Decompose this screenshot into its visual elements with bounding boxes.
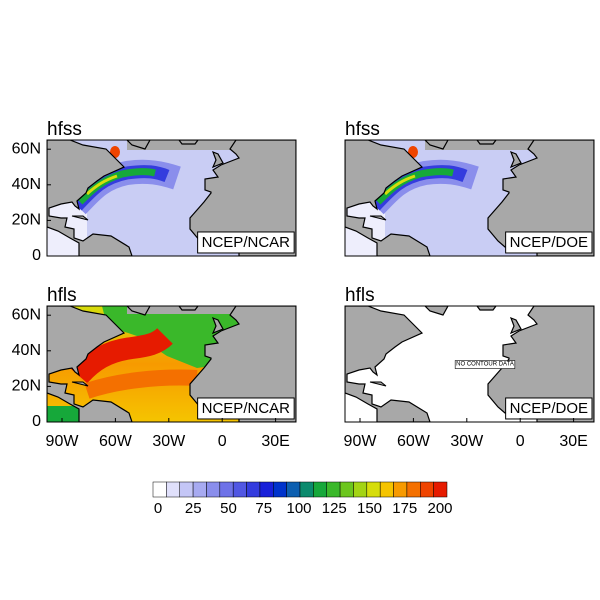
colorbar-box — [166, 481, 180, 498]
lat-tick-label: 60N — [12, 306, 41, 323]
panel-label: NCEP/NCAR — [202, 234, 291, 251]
label-box — [197, 231, 295, 254]
colorbar-box — [219, 481, 234, 498]
panel-label-box: NCEP/DOE — [505, 231, 593, 254]
colorbar-box — [286, 481, 301, 498]
colorbar-label: 175 — [392, 500, 417, 517]
colorbar-label: 75 — [255, 500, 272, 517]
colorbar-box — [232, 481, 247, 498]
lat-tick-label: 0 — [32, 247, 41, 264]
colorbar-box — [326, 481, 341, 498]
colorbar-label: 50 — [220, 500, 237, 517]
colorbar-label: 0 — [154, 500, 162, 517]
map-frame — [344, 305, 595, 423]
lon-tick-label: 30E — [261, 433, 289, 450]
note-box — [454, 360, 516, 369]
colorbar-box — [393, 481, 408, 498]
colorbar-box — [192, 481, 207, 498]
panel-label-box: NCEP/DOE — [505, 397, 593, 420]
lat-tick-label: 60N — [12, 140, 41, 157]
colorbar: 0 25 50 75 100 125 150 175 200 — [152, 481, 453, 517]
colorbar-box — [406, 481, 421, 498]
map-panel: hfls NCEP/DOE NO CONTOUR DATA 90W 60W 30W 0 30E — [344, 285, 595, 450]
map-frame — [344, 139, 595, 257]
lat-tick-label: 0 — [32, 413, 41, 430]
lon-tick-label: 90W — [344, 433, 378, 450]
colorbar-label: 150 — [357, 500, 382, 517]
lat-tick-label: 40N — [12, 342, 41, 359]
panel-title: hfls — [47, 285, 77, 306]
label-box — [505, 397, 593, 420]
colorbar-box — [366, 481, 381, 498]
map-panel: hfss NCEP/DOE — [344, 119, 595, 257]
lon-tick-label: 0 — [218, 433, 227, 450]
colorbar-label: 200 — [427, 500, 452, 517]
colorbar-box — [433, 481, 448, 498]
lon-tick-label: 90W — [46, 433, 80, 450]
panels: hfss NCEP/NCAR 0 20N 40N 60N hfss NCEP/DOE hfls N… — [12, 119, 595, 450]
colorbar-label: 25 — [185, 500, 202, 517]
panel-label: NCEP/DOE — [510, 234, 588, 251]
lon-tick-label: 60W — [99, 433, 133, 450]
map-frame — [46, 305, 297, 423]
colorbar-box — [246, 481, 261, 498]
lat-tick-label: 20N — [12, 212, 41, 229]
colorbar-box — [206, 481, 221, 498]
map-frame — [46, 139, 297, 257]
colorbar-box — [259, 481, 274, 498]
panel-title: hfss — [345, 119, 380, 140]
label-box — [197, 397, 295, 420]
map-panel: hfss NCEP/NCAR 0 20N 40N 60N — [12, 119, 297, 264]
lat-tick-label: 20N — [12, 378, 41, 395]
lon-tick-label: 30W — [450, 433, 484, 450]
colorbar-label: 125 — [322, 500, 347, 517]
colorbar-box — [353, 481, 368, 498]
panel-title: hfss — [47, 119, 82, 140]
panel-label: NCEP/DOE — [510, 400, 588, 417]
colorbar-box — [420, 481, 434, 498]
colorbar-box — [152, 481, 167, 498]
no-data-note: NO CONTOUR DATA — [456, 362, 514, 368]
colorbar-box — [313, 481, 327, 498]
map-panel: hfls NCEP/NCAR 0 20N 40N 60N 90W 60W 30W 0 30E — [12, 285, 297, 450]
lon-tick-label: 30W — [152, 433, 186, 450]
panel-label-box: NCEP/NCAR — [197, 231, 295, 254]
lat-tick-label: 40N — [12, 176, 41, 193]
colorbar-box — [339, 481, 354, 498]
colorbar-box — [179, 481, 194, 498]
colorbar-box — [299, 481, 314, 498]
colorbar-box — [273, 481, 287, 498]
colorbar-label: 100 — [286, 500, 311, 517]
panel-title: hfls — [345, 285, 375, 306]
lon-tick-label: 30E — [559, 433, 587, 450]
panel-label: NCEP/NCAR — [202, 400, 291, 417]
colorbar-box — [379, 481, 394, 498]
lon-tick-label: 60W — [397, 433, 431, 450]
panel-label-box: NCEP/NCAR — [197, 397, 295, 420]
label-box — [505, 231, 593, 254]
lon-tick-label: 0 — [516, 433, 525, 450]
